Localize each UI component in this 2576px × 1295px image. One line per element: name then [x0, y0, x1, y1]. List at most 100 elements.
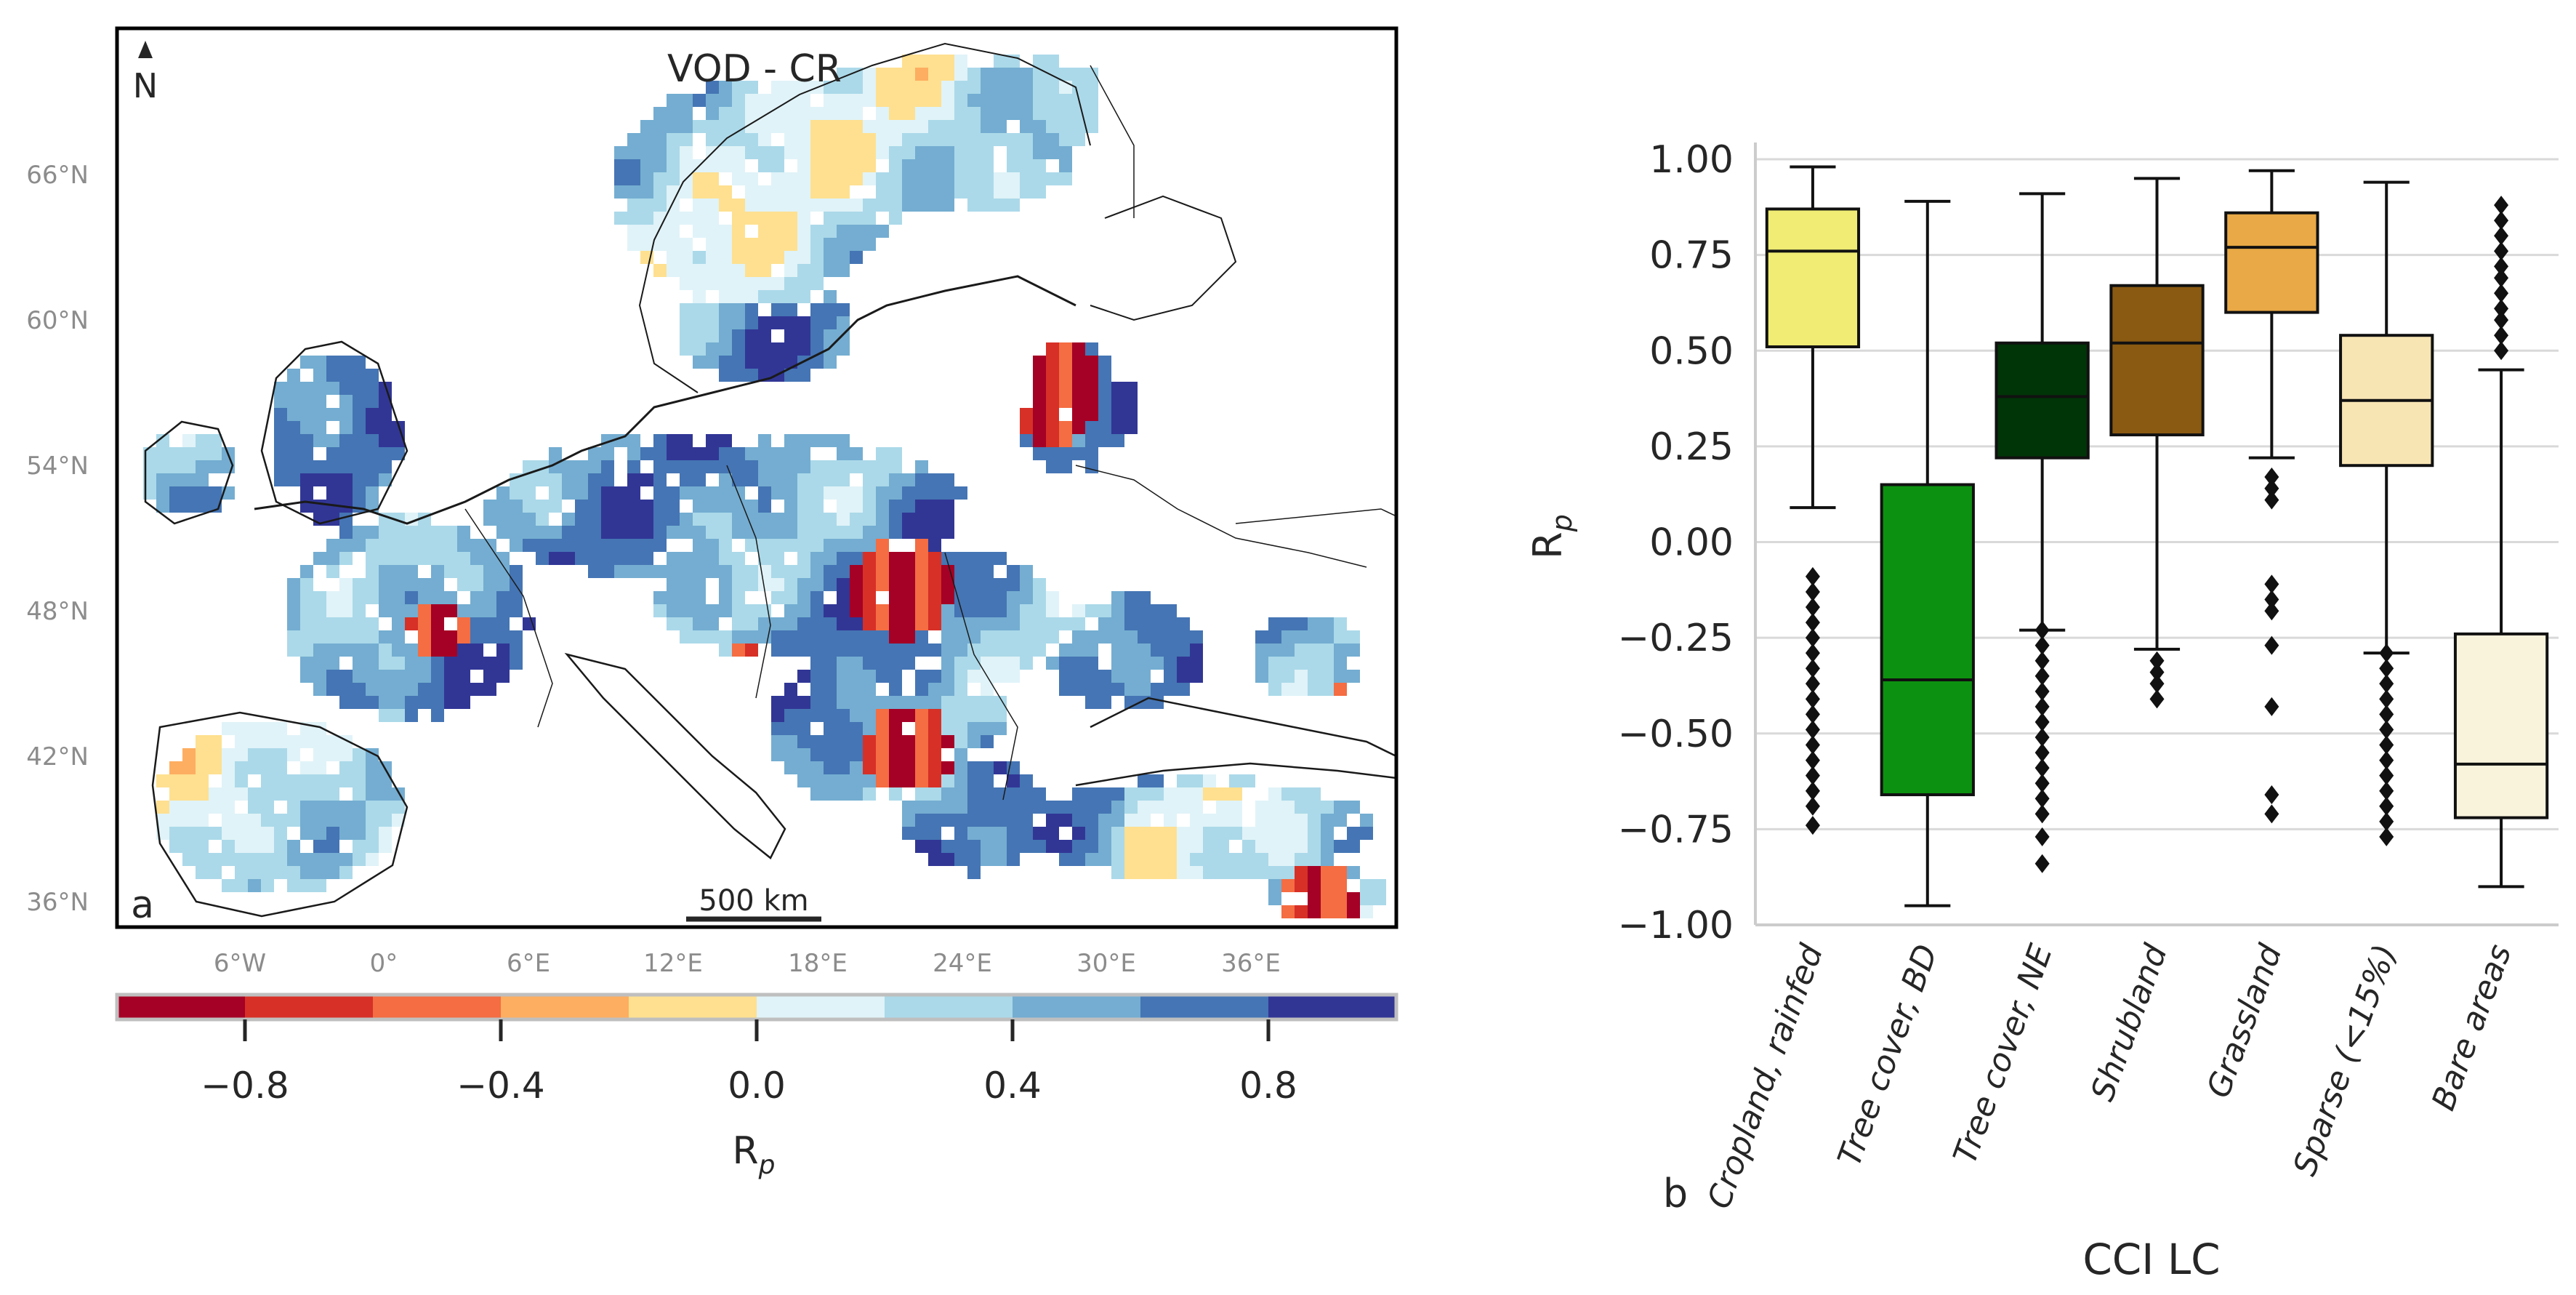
map-cell	[889, 159, 902, 172]
map-cell	[954, 657, 967, 670]
map-cell	[1138, 683, 1151, 696]
map-cell	[1085, 94, 1098, 107]
map-cell	[313, 879, 326, 892]
map-cell	[1098, 696, 1111, 709]
map-cell	[353, 761, 366, 774]
map-cell	[784, 316, 797, 329]
map-cell	[1072, 670, 1085, 683]
map-cell	[1007, 787, 1020, 801]
map-cell	[784, 683, 797, 696]
map-cell	[1085, 644, 1098, 657]
map-cell	[693, 212, 706, 225]
map-cell	[326, 670, 339, 683]
map-cell	[941, 644, 954, 657]
map-cell	[300, 591, 313, 604]
map-cell	[1085, 683, 1098, 696]
map-cell	[745, 604, 758, 617]
map-cell	[771, 486, 784, 500]
map-cell	[431, 644, 444, 657]
map-cell	[143, 460, 156, 473]
map-cell	[824, 578, 837, 591]
map-cell	[667, 225, 680, 238]
map-cell	[379, 709, 392, 722]
map-cell	[784, 146, 797, 159]
map-cell	[810, 356, 824, 369]
map-cell	[353, 382, 366, 395]
map-cell	[941, 735, 954, 748]
map-cell	[1268, 670, 1281, 683]
map-cell	[614, 552, 627, 565]
map-cell	[771, 159, 784, 172]
map-cell	[967, 787, 981, 801]
map-cell	[653, 460, 667, 473]
map-cell	[470, 683, 483, 696]
map-cell	[1124, 421, 1138, 434]
map-cell	[680, 120, 693, 133]
map-cell	[941, 617, 954, 630]
map-cell	[1007, 133, 1020, 146]
map-cell	[771, 722, 784, 735]
map-cell	[196, 840, 209, 853]
map-cell	[1085, 421, 1098, 434]
map-cell	[994, 55, 1007, 68]
map-cell	[719, 356, 732, 369]
map-cell	[405, 578, 418, 591]
map-cell	[928, 683, 941, 696]
map-cell	[366, 670, 379, 683]
map-cell	[1033, 604, 1046, 617]
map-cell	[1242, 827, 1255, 840]
map-cell	[941, 526, 954, 539]
map-cell	[418, 696, 431, 709]
map-cell	[353, 644, 366, 657]
map-cell	[863, 552, 876, 565]
y-axis-label-sub: p	[1546, 514, 1578, 532]
map-cell	[1203, 774, 1216, 787]
map-cell	[496, 617, 510, 630]
longitude-labels: 6°W 0° 6°E 12°E 18°E 24°E 30°E 36°E	[214, 949, 1281, 978]
map-cell	[954, 604, 967, 617]
map-cell	[209, 735, 222, 748]
map-cell	[693, 617, 706, 630]
map-cell	[758, 212, 771, 225]
map-cell	[169, 473, 182, 486]
map-cell	[196, 827, 209, 840]
map-cell	[1033, 94, 1046, 107]
map-cell	[876, 500, 889, 513]
map-cell	[1111, 787, 1124, 801]
map-cell	[1347, 892, 1360, 905]
map-cell	[1242, 840, 1255, 853]
map-cell	[339, 591, 353, 604]
map-cell	[1151, 787, 1164, 801]
map-cell	[614, 500, 627, 513]
map-cell	[745, 81, 758, 94]
map-cell	[627, 185, 640, 199]
map-cell	[876, 133, 889, 146]
map-cell	[667, 146, 680, 159]
map-cell	[313, 787, 326, 801]
map-cell	[928, 539, 941, 552]
map-cell	[1138, 617, 1151, 630]
map-cell	[824, 473, 837, 486]
map-cell	[863, 722, 876, 735]
map-cell	[863, 539, 876, 552]
map-cell	[863, 120, 876, 133]
map-cell	[1020, 146, 1033, 159]
map-cell	[863, 526, 876, 539]
map-cell	[1046, 630, 1059, 644]
map-cell	[405, 565, 418, 578]
map-cell	[967, 185, 981, 199]
map-cell	[889, 94, 902, 107]
map-cell	[627, 539, 640, 552]
outlier-point	[1805, 566, 1820, 586]
scale-bar-label: 500 km	[699, 884, 808, 918]
map-cell	[1098, 853, 1111, 866]
map-cell	[784, 447, 797, 460]
map-cell	[758, 264, 771, 277]
map-cell	[1020, 94, 1033, 107]
map-cell	[810, 199, 824, 212]
map-cell	[300, 382, 313, 395]
map-cell	[326, 447, 339, 460]
map-cell	[392, 565, 405, 578]
map-cell	[470, 539, 483, 552]
map-cell	[1177, 683, 1190, 696]
